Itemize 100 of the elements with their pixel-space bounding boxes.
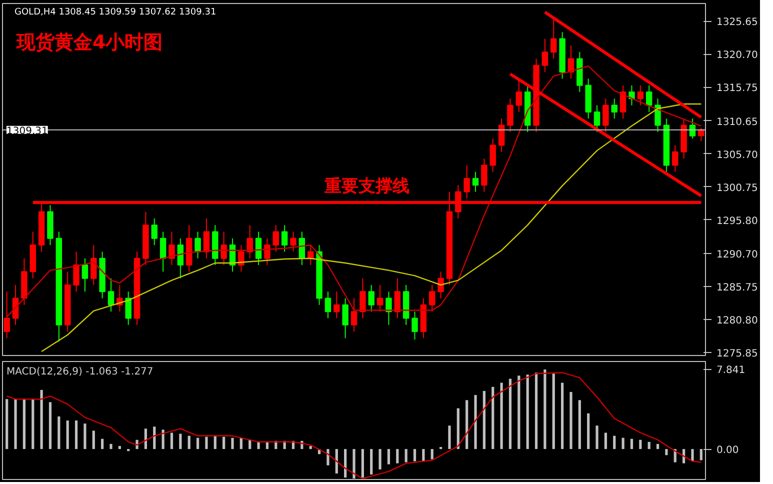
candlestick <box>324 291 332 319</box>
bar <box>118 446 121 450</box>
y-tick-label: 1285.75 <box>716 282 758 294</box>
bar <box>622 438 624 450</box>
candlestick <box>350 298 358 332</box>
candlestick <box>386 291 392 326</box>
candlestick <box>376 284 384 312</box>
candlestick <box>168 231 175 266</box>
bar <box>110 444 112 450</box>
candlestick <box>550 18 557 60</box>
bar <box>613 436 616 450</box>
candlestick <box>90 244 97 286</box>
bar <box>430 449 434 460</box>
bar <box>456 408 460 450</box>
candlestick <box>220 231 227 266</box>
bar <box>396 449 399 464</box>
y-tick-label: 1325.65 <box>716 17 758 28</box>
bar <box>578 400 581 450</box>
candlestick <box>628 84 635 106</box>
candlestick <box>646 84 652 112</box>
bar <box>248 440 252 450</box>
y-tick-label: 7.841 <box>716 365 746 376</box>
candlestick <box>334 291 340 319</box>
y-tick-label: 1280.80 <box>716 316 758 327</box>
candlestick <box>160 231 166 272</box>
candlestick <box>342 298 348 339</box>
candlestick <box>498 118 505 152</box>
candlestick <box>125 291 132 326</box>
bar <box>630 438 634 450</box>
candlestick <box>108 278 114 312</box>
candlestick <box>568 44 574 80</box>
bar <box>326 449 330 466</box>
candlestick <box>360 278 366 319</box>
candlestick <box>542 38 548 73</box>
candlestick <box>255 231 262 266</box>
bar <box>422 449 425 462</box>
bar <box>587 413 590 450</box>
bar <box>500 382 503 450</box>
candlestick <box>308 244 314 266</box>
bar <box>604 432 607 450</box>
series-label: 重要支撑线 <box>324 176 410 196</box>
candlestick <box>654 98 661 132</box>
candlestick <box>177 238 184 279</box>
bar <box>596 426 598 450</box>
y-tick-label: 0.00 <box>716 445 739 456</box>
candlestick <box>490 138 496 172</box>
candlestick <box>203 218 210 259</box>
bar <box>335 449 338 474</box>
bar <box>648 442 650 450</box>
bar <box>170 432 174 450</box>
bar <box>22 399 26 450</box>
bar <box>240 438 242 450</box>
candlestick <box>82 258 88 292</box>
bar <box>560 382 564 450</box>
y-tick-label: 1300.75 <box>716 182 758 194</box>
candlestick <box>637 84 644 106</box>
bar <box>534 372 538 450</box>
bar <box>40 390 43 450</box>
bar <box>66 420 69 450</box>
candlestick <box>394 278 400 319</box>
y-tick-label: 1295.80 <box>716 216 758 227</box>
bar <box>482 390 486 450</box>
bar <box>84 424 86 450</box>
candlestick <box>672 144 678 172</box>
y-tick-label: 1275.85 <box>716 348 758 360</box>
bar <box>205 436 208 450</box>
candlestick <box>429 284 436 312</box>
candlestick <box>481 158 488 192</box>
bar <box>92 430 95 450</box>
bar <box>526 374 529 450</box>
bar <box>378 449 382 470</box>
candlestick <box>4 291 10 339</box>
candlestick <box>368 284 374 312</box>
candlestick <box>472 171 479 192</box>
bar <box>552 374 555 450</box>
candlestick <box>264 238 270 266</box>
bar <box>6 399 8 450</box>
bar <box>466 400 468 450</box>
candlestick <box>594 104 600 132</box>
candlestick <box>272 224 279 252</box>
bar <box>439 446 442 450</box>
bar <box>570 392 572 450</box>
candlestick <box>290 231 296 252</box>
bar <box>508 378 512 450</box>
candlestick <box>246 224 253 259</box>
ref-line-label: 1309.31 <box>6 126 48 137</box>
candlestick <box>620 84 626 120</box>
text: 现货黄金4小时图 <box>16 32 163 54</box>
bar <box>387 449 390 464</box>
candlestick <box>194 231 201 259</box>
bar <box>179 434 182 450</box>
bar <box>370 449 373 475</box>
bar <box>309 446 312 450</box>
bar <box>48 402 52 450</box>
bar <box>257 442 260 450</box>
candlestick <box>602 98 609 132</box>
bar <box>32 399 34 450</box>
y-tick-label: 1310.65 <box>716 116 758 128</box>
chart-subtitle: GOLD,H4 1308.45 1309.59 1307.62 1309.31 <box>14 8 216 18</box>
candlestick <box>281 224 288 252</box>
